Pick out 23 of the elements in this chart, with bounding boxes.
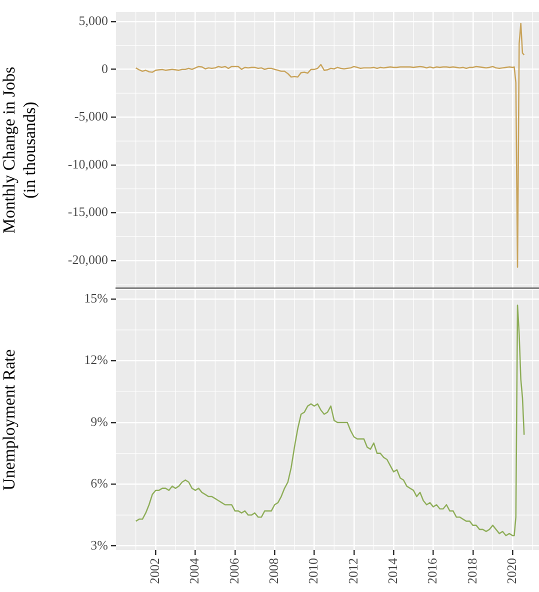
y-tick-label: 3% xyxy=(90,537,108,552)
x-tick-label: 2018 xyxy=(464,558,480,584)
x-tick-label: 2004 xyxy=(186,558,202,584)
y-tick-label: 6% xyxy=(90,476,108,491)
y-tick-label: -5,000 xyxy=(74,108,108,124)
y-tick-label: 5,000 xyxy=(78,12,108,28)
x-tick-label: 2002 xyxy=(147,558,162,584)
x-tick-label: 2020 xyxy=(504,558,519,584)
y-axis-title: Monthly Change in Jobs (in thousands) xyxy=(0,66,40,234)
y-tick-label: 12% xyxy=(84,352,108,368)
x-tick-label: 2012 xyxy=(345,558,360,584)
x-tick-label: 2016 xyxy=(424,558,440,584)
x-tick-label: 2008 xyxy=(266,558,282,584)
y-axis-title: Unemployment Rate xyxy=(0,349,19,490)
y-tick-label: 15% xyxy=(84,290,108,306)
y-tick-label: 9% xyxy=(90,414,108,429)
y-tick-label: -20,000 xyxy=(68,252,108,267)
x-tick-label: 2010 xyxy=(306,558,321,584)
x-tick-label: 2014 xyxy=(385,558,400,584)
x-tick-label: 2006 xyxy=(226,558,242,584)
y-tick-label: -10,000 xyxy=(68,156,108,172)
y-tick-label: -15,000 xyxy=(68,204,108,220)
y-tick-label: 0 xyxy=(102,60,108,76)
